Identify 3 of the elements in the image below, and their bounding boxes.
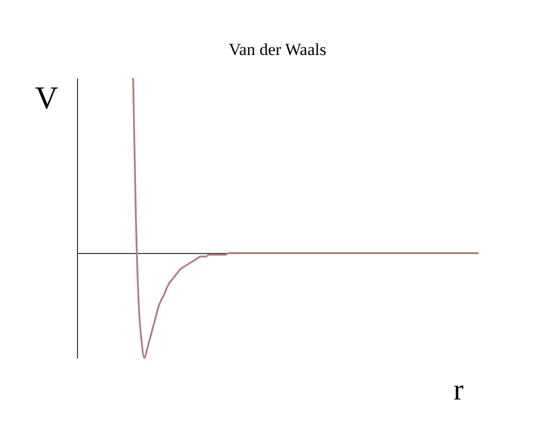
chart-title: Van der Waals: [228, 40, 326, 60]
y-axis-title: V: [34, 80, 58, 116]
x-axis-title: r: [454, 374, 464, 406]
